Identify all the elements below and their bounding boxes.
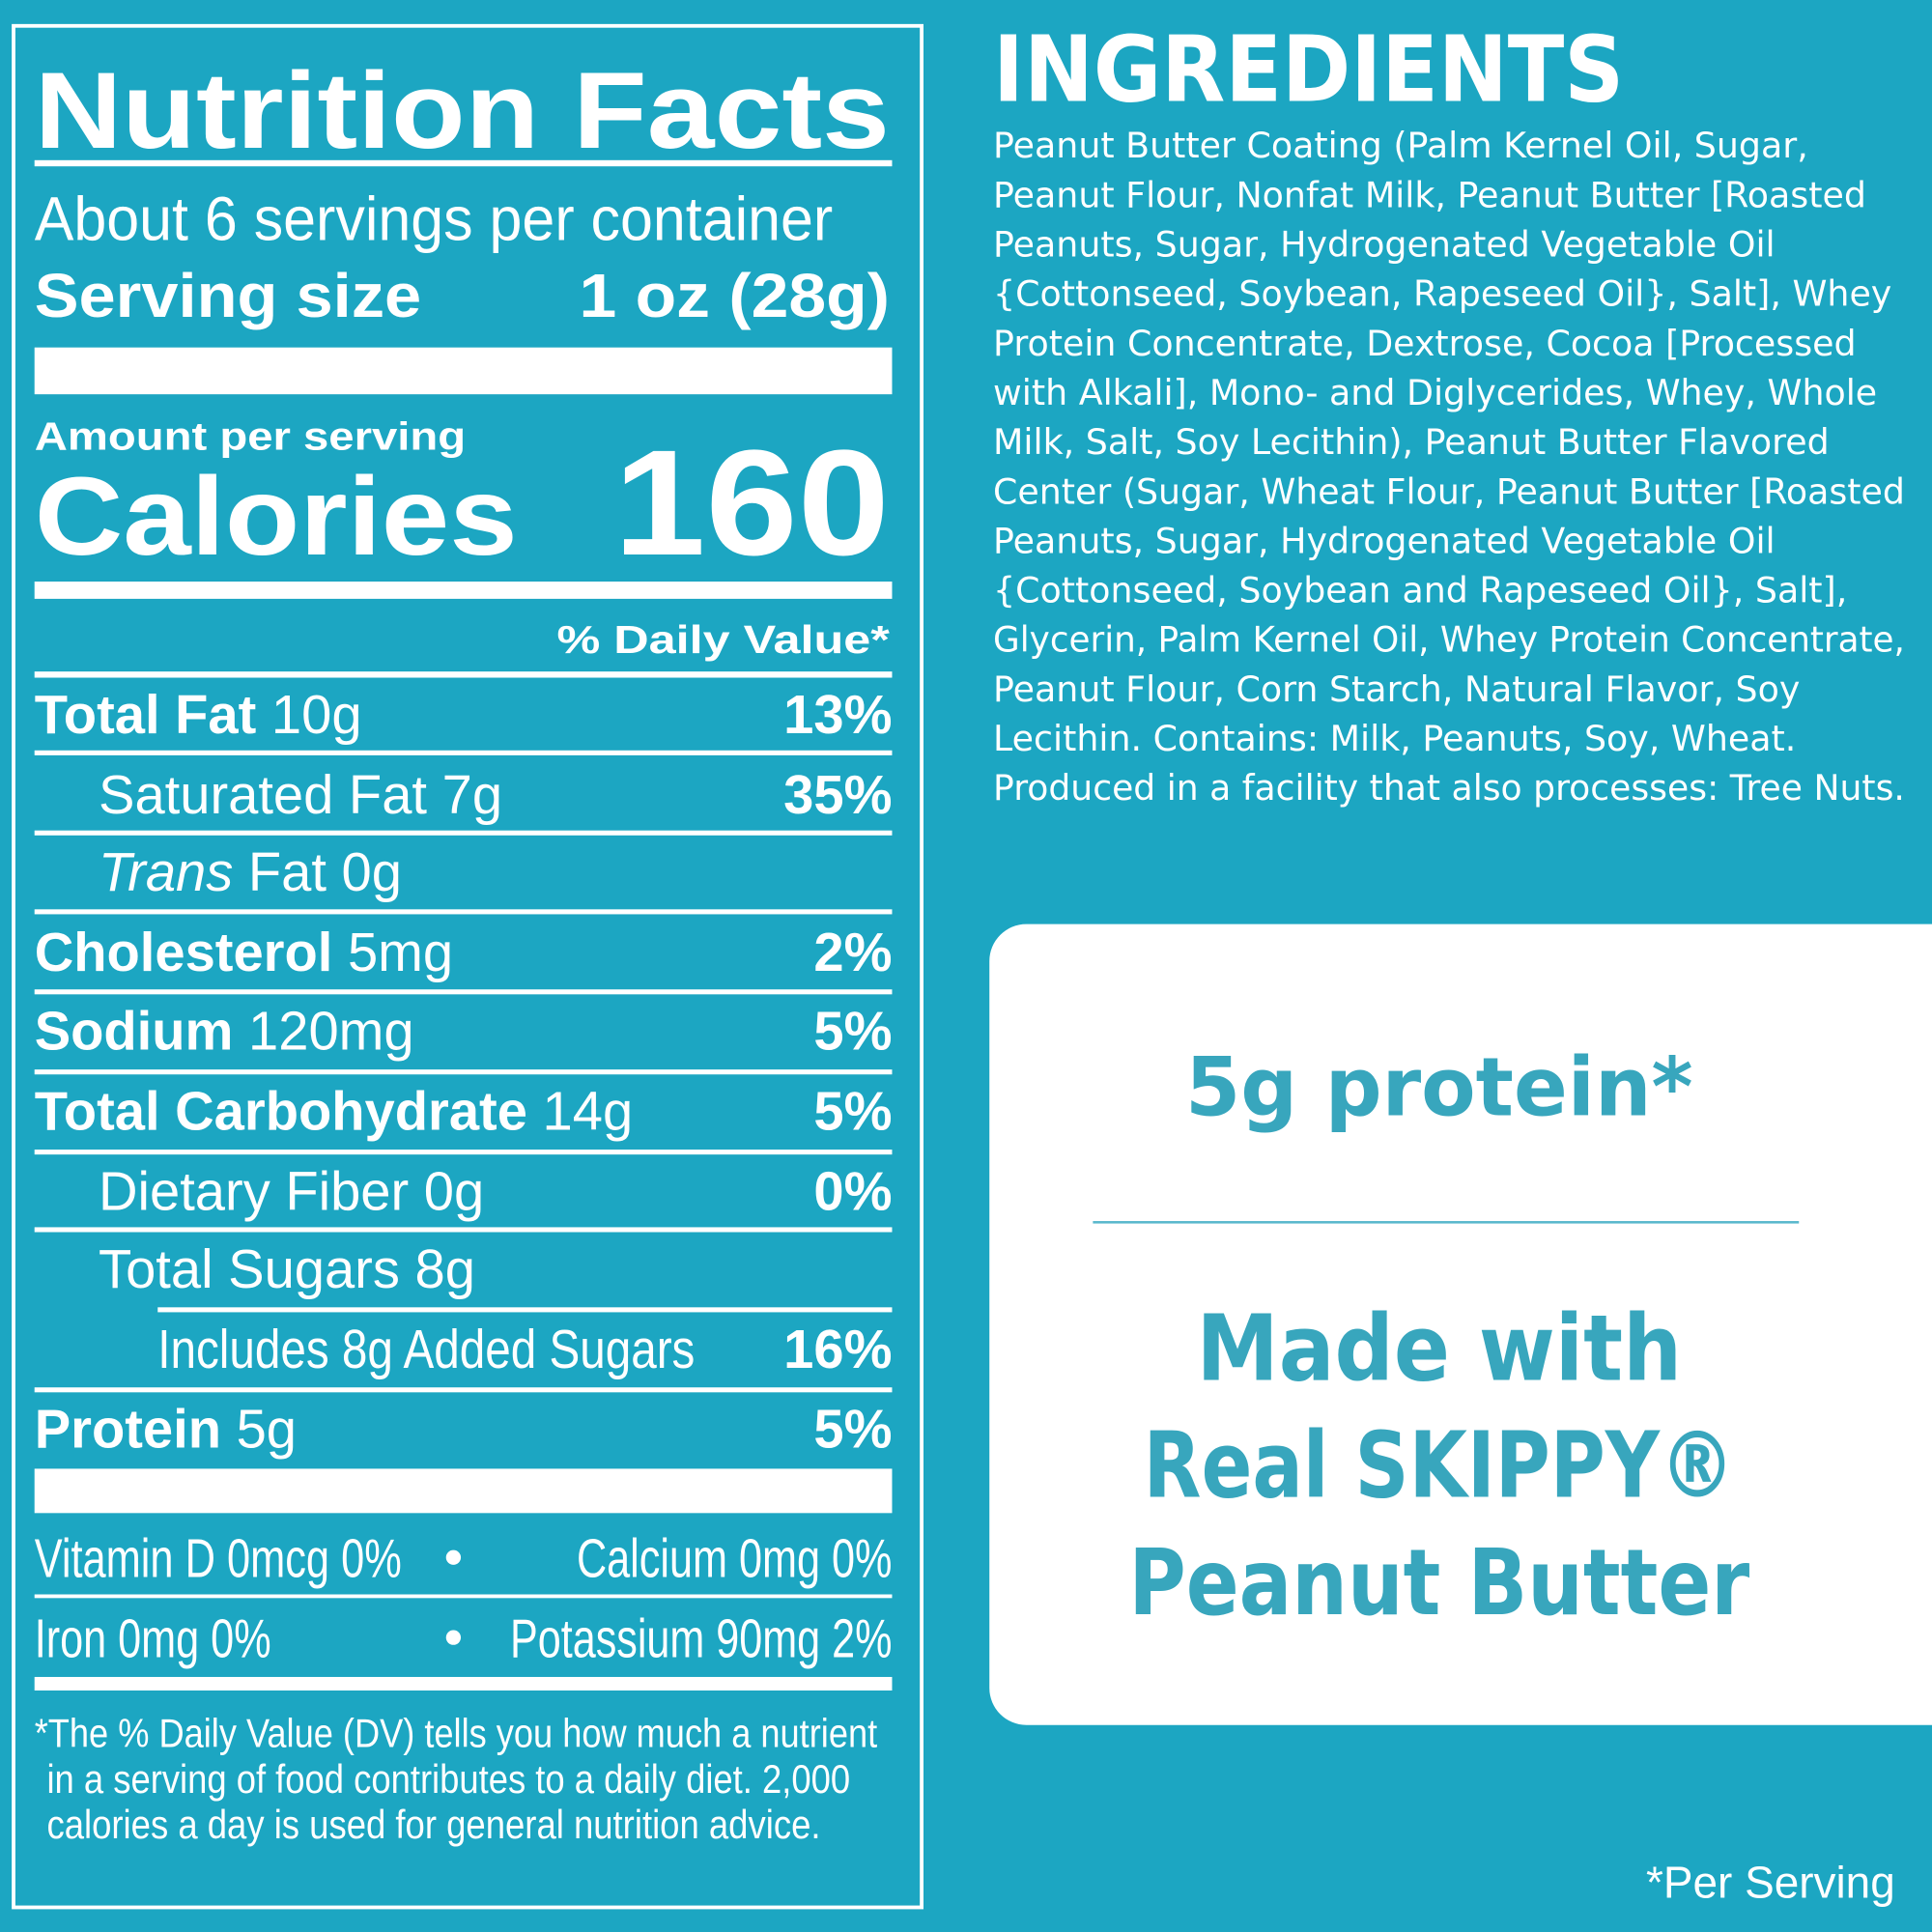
nutrition-border xyxy=(12,23,923,1910)
nutrient-amount: 5g xyxy=(237,1399,297,1460)
rule xyxy=(34,1594,893,1599)
ingredients-line: Protein Concentrate, Dextrose, Cocoa [Pr… xyxy=(993,323,1857,364)
servings: About 6 servings per container xyxy=(35,185,834,254)
rule xyxy=(34,671,893,678)
nutrient-row: Protein 5g xyxy=(35,1399,297,1460)
nutrient-dv: 16% xyxy=(783,1319,892,1379)
ingredients-line: Lecithin. Contains: Milk, Peanuts, Soy, … xyxy=(993,718,1796,759)
serving-size-value: 1 oz (28g) xyxy=(579,261,889,330)
nutrient-name: Protein xyxy=(35,1399,221,1460)
nutrient-row: Cholesterol 5mg xyxy=(35,922,453,982)
nutrient-name: Fat xyxy=(248,841,327,902)
nutrient-row: Trans Fat 0g xyxy=(99,841,402,902)
ingredients-line: Produced in a facility that also process… xyxy=(993,767,1905,809)
amount-per-serving: Amount per serving xyxy=(35,414,466,459)
made-with: Real SKIPPY® xyxy=(1144,1413,1735,1520)
bullet xyxy=(445,1630,462,1645)
mineral: Iron 0mg 0% xyxy=(35,1608,271,1669)
nutrient-name: Includes 8g Added Sugars xyxy=(157,1319,695,1379)
nutrient-dv: 5% xyxy=(813,1399,892,1460)
rule xyxy=(34,1227,893,1233)
nutrient-name: Cholesterol xyxy=(35,922,333,982)
thick-bar xyxy=(34,1468,893,1514)
nutrient-dv: 5% xyxy=(813,1081,892,1142)
calories-value: 160 xyxy=(613,418,890,586)
serving-size-label: Serving size xyxy=(35,261,422,330)
nutrient-row: Total Fat 10g xyxy=(35,684,362,745)
nutrient-name: Saturated Fat xyxy=(99,764,427,825)
daily-value-header: % Daily Value* xyxy=(557,617,891,662)
nutrient-amount: 8g xyxy=(415,1238,475,1299)
footnote: *The % Daily Value (DV) tells you how mu… xyxy=(35,1711,878,1756)
vitamin: Vitamin D 0mcg 0% xyxy=(35,1528,402,1589)
nutrient-dv: 13% xyxy=(783,684,892,745)
divider xyxy=(1093,1221,1800,1224)
ingredients-line: Peanut Flour, Corn Starch, Natural Flavo… xyxy=(993,668,1800,710)
mineral: Potassium 90mg 2% xyxy=(510,1608,892,1669)
ingredients-line: Peanuts, Sugar, Hydrogenated Vegetable O… xyxy=(993,520,1776,561)
ingredients-line: Center (Sugar, Wheat Flour, Peanut Butte… xyxy=(993,470,1905,512)
nutrient-amount: 0g xyxy=(342,841,402,902)
footnote: calories a day is used for general nutri… xyxy=(46,1802,820,1847)
nutrient-amount: 120mg xyxy=(248,1001,414,1062)
medium-bar xyxy=(34,582,893,599)
ingredients-title: INGREDIENTS xyxy=(993,17,1624,124)
ingredients-line: Peanuts, Sugar, Hydrogenated Vegetable O… xyxy=(993,224,1776,266)
nutrient-amount: 0g xyxy=(424,1161,484,1222)
nutrient-name-italic: Trans xyxy=(99,841,233,902)
nutrition-title: Nutrition Facts xyxy=(35,49,890,171)
thick-bar xyxy=(34,347,893,395)
nutrient-amount: 7g xyxy=(442,764,502,825)
nutrient-dv: 2% xyxy=(813,922,892,982)
nutrient-amount: 10g xyxy=(271,684,362,745)
nutrient-dv: 35% xyxy=(783,764,892,825)
ingredients-line: {Cottonseed, Soybean and Rapeseed Oil}, … xyxy=(993,570,1847,611)
rule xyxy=(34,909,893,915)
nutrient-row: Total Carbohydrate 14g xyxy=(35,1081,633,1142)
nutrient-row: Saturated Fat 7g xyxy=(99,764,502,825)
rule xyxy=(34,830,893,836)
rule xyxy=(34,989,893,995)
made-with: Made with xyxy=(1197,1296,1683,1403)
medium-bar xyxy=(34,1676,893,1690)
ingredients-line: with Alkali], Mono- and Diglycerides, Wh… xyxy=(993,372,1877,413)
nutrient-dv: 0% xyxy=(813,1161,892,1222)
bullet xyxy=(445,1549,462,1565)
per-serving-note: *Per Serving xyxy=(1646,1857,1895,1907)
nutrient-name: Total Fat xyxy=(35,684,257,745)
ingredients-line: Glycerin, Palm Kernel Oil, Whey Protein … xyxy=(993,619,1905,661)
nutrient-amount: 14g xyxy=(543,1081,634,1142)
nutrient-dv: 5% xyxy=(813,1001,892,1062)
nutrient-row: Dietary Fiber 0g xyxy=(99,1161,484,1222)
made-with: Peanut Butter xyxy=(1128,1530,1749,1636)
rule xyxy=(34,1069,893,1075)
callout-card xyxy=(989,923,1932,1725)
mineral: Calcium 0mg 0% xyxy=(577,1528,893,1589)
nutrient-row: Total Sugars 8g xyxy=(99,1238,475,1299)
ingredients-line: {Cottonseed, Soybean, Rapeseed Oil}, Sal… xyxy=(993,273,1891,315)
footnote: in a serving of food contributes to a da… xyxy=(46,1756,850,1802)
ingredients-line: Peanut Butter Coating (Palm Kernel Oil, … xyxy=(993,125,1808,166)
ingredients-text: Peanut Butter Coating (Palm Kernel Oil, … xyxy=(993,125,1905,809)
rule xyxy=(34,750,893,755)
nutrient-amount: 5mg xyxy=(348,922,453,982)
calories-label: Calories xyxy=(35,455,518,579)
nutrient-row: Sodium 120mg xyxy=(35,1001,414,1062)
nutrient-name: Total Carbohydrate xyxy=(35,1081,527,1142)
rule xyxy=(34,1387,893,1393)
nutrient-name: Sodium xyxy=(35,1001,234,1062)
nutrient-name: Total Sugars xyxy=(99,1238,400,1299)
ingredients-line: Peanut Flour, Nonfat Milk, Peanut Butter… xyxy=(993,174,1866,215)
nutrient-name: Dietary Fiber xyxy=(99,1161,409,1222)
rule xyxy=(157,1307,893,1313)
protein-claim: 5g protein* xyxy=(1185,1039,1693,1134)
rule xyxy=(34,1150,893,1155)
rule xyxy=(34,159,893,167)
ingredients-line: Milk, Salt, Soy Lecithin), Peanut Butter… xyxy=(993,421,1830,463)
